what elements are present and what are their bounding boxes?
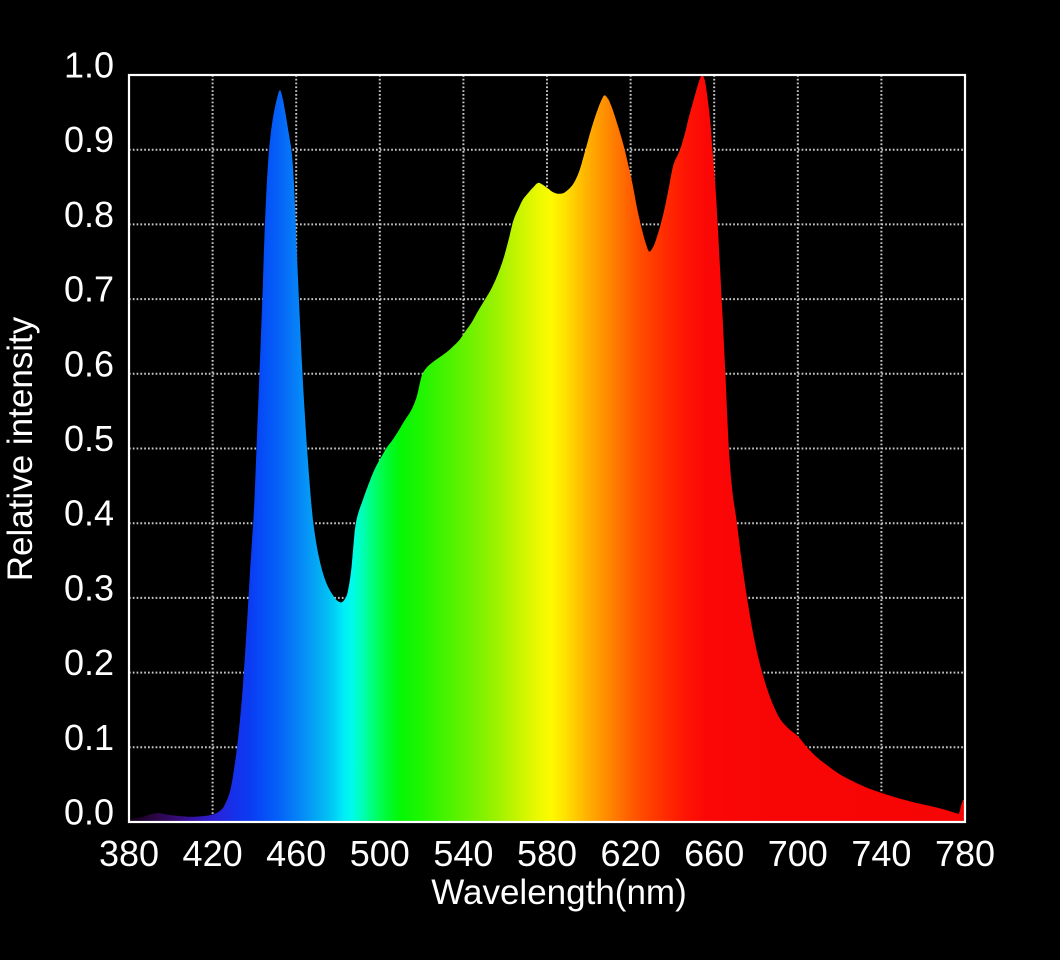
svg-text:580: 580: [517, 833, 577, 874]
svg-text:1.0: 1.0: [64, 45, 114, 86]
svg-text:380: 380: [99, 833, 159, 874]
svg-text:740: 740: [851, 833, 911, 874]
svg-text:0.5: 0.5: [64, 418, 114, 459]
svg-text:780: 780: [935, 833, 995, 874]
svg-text:Relative intensity: Relative intensity: [1, 316, 40, 581]
svg-text:540: 540: [433, 833, 493, 874]
svg-text:700: 700: [768, 833, 828, 874]
svg-text:0.0: 0.0: [64, 792, 114, 833]
svg-text:Wavelength(nm): Wavelength(nm): [431, 873, 686, 912]
svg-text:0.3: 0.3: [64, 567, 114, 608]
svg-text:0.4: 0.4: [64, 493, 114, 534]
svg-text:620: 620: [601, 833, 661, 874]
svg-text:0.6: 0.6: [64, 343, 114, 384]
svg-text:0.1: 0.1: [64, 717, 114, 758]
svg-text:420: 420: [183, 833, 243, 874]
svg-text:0.8: 0.8: [64, 194, 114, 235]
svg-text:660: 660: [684, 833, 744, 874]
svg-text:0.7: 0.7: [64, 269, 114, 310]
svg-text:460: 460: [266, 833, 326, 874]
svg-text:0.9: 0.9: [64, 119, 114, 160]
svg-text:500: 500: [350, 833, 410, 874]
svg-text:0.2: 0.2: [64, 642, 114, 683]
